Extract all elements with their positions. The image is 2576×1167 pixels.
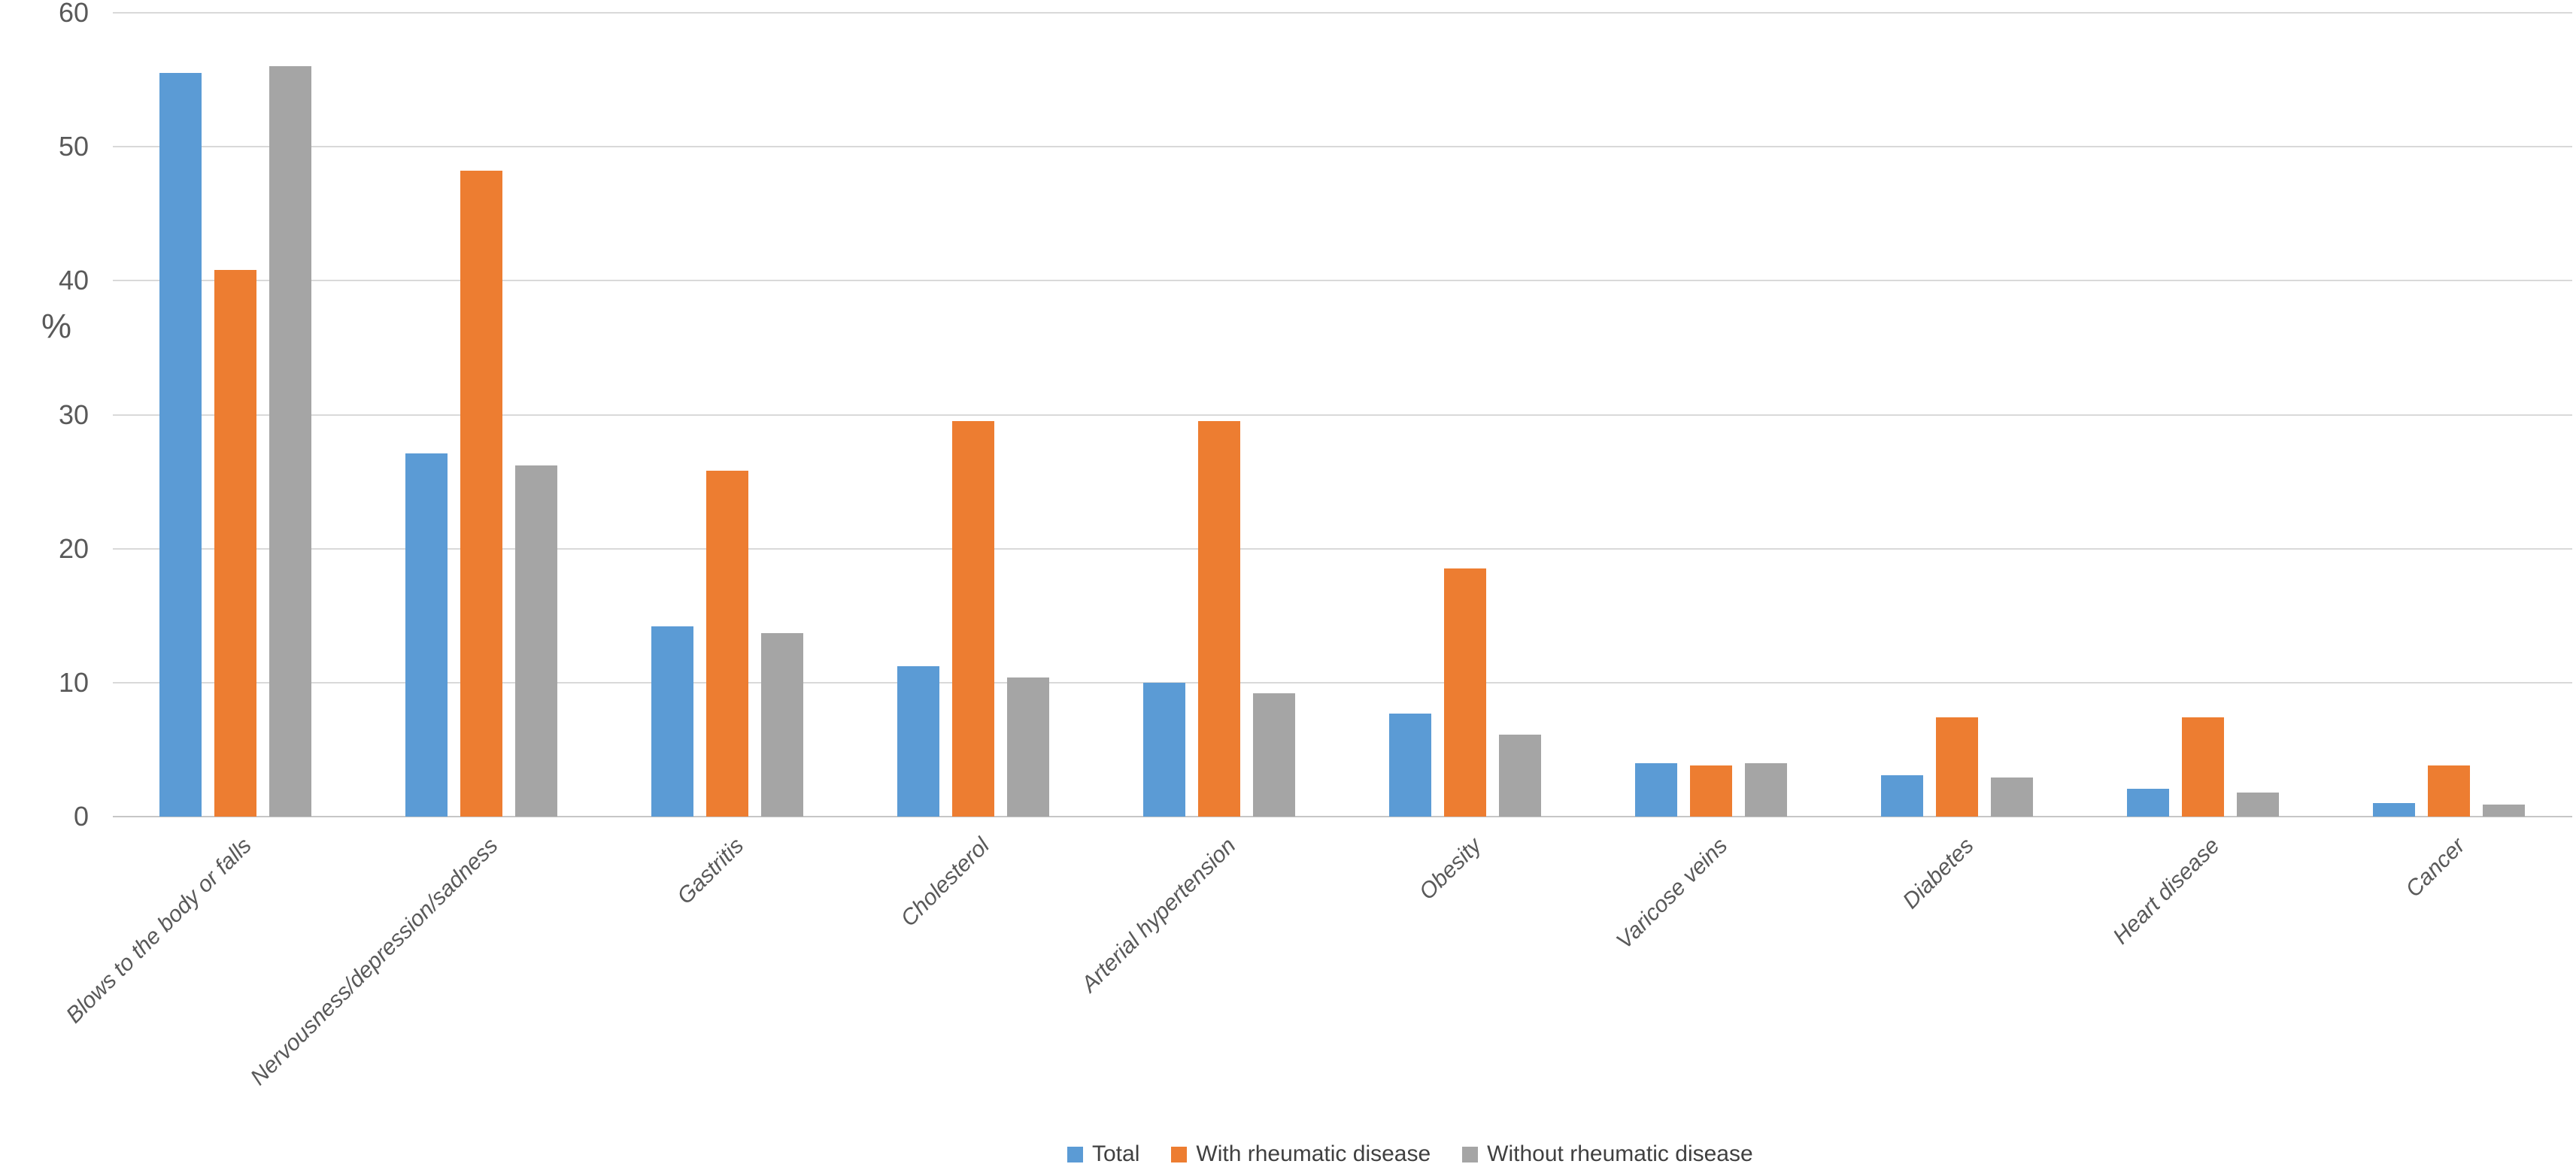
bar-total (159, 73, 202, 817)
legend-item: With rheumatic disease (1171, 1141, 1431, 1167)
bar-total (897, 666, 939, 817)
bar-total (1389, 714, 1431, 817)
bar-with-rheumatic-disease (952, 421, 994, 817)
bar-without-rheumatic-disease (515, 465, 557, 817)
gridline-50 (113, 146, 2572, 148)
bar-with-rheumatic-disease (1198, 421, 1240, 817)
bar-without-rheumatic-disease (761, 633, 803, 817)
bar-with-rheumatic-disease (1444, 568, 1486, 817)
bar-total (1635, 763, 1677, 817)
bar-total (405, 453, 448, 817)
gridline-10 (113, 681, 2572, 684)
x-axis-label: Nervousness/depression/sadness (245, 833, 503, 1090)
legend-item: Without rheumatic disease (1462, 1141, 1753, 1167)
y-tick-label: 30 (58, 399, 89, 430)
gridline-40 (113, 280, 2572, 282)
legend-swatch-icon (1067, 1146, 1083, 1162)
bar-with-rheumatic-disease (460, 171, 502, 817)
bar-without-rheumatic-disease (1499, 735, 1541, 817)
legend: Total With rheumatic disease Without rheum… (1067, 1141, 1753, 1167)
x-axis-label: Heart disease (2108, 833, 2225, 950)
y-tick-label: 0 (73, 801, 89, 832)
legend-item: Total (1067, 1141, 1139, 1167)
y-tick-label: 20 (58, 532, 89, 564)
x-axis-label: Arterial hypertension (1076, 833, 1241, 997)
bar-without-rheumatic-disease (2237, 793, 2279, 817)
y-tick-label: 50 (58, 131, 89, 162)
x-axis-label: Varicose veins (1611, 833, 1733, 954)
bar-without-rheumatic-disease (1991, 777, 2033, 817)
x-axis-label: Obesity (1415, 833, 1487, 905)
bar-with-rheumatic-disease (214, 270, 256, 817)
y-axis-title: % (41, 307, 72, 345)
bar-total (651, 626, 693, 817)
bar-without-rheumatic-disease (1007, 677, 1049, 817)
x-axis-label: Gastritis (672, 833, 749, 910)
bar-total (1143, 683, 1185, 817)
bar-without-rheumatic-disease (2483, 805, 2525, 817)
y-tick-label: 40 (58, 265, 89, 296)
bar-without-rheumatic-disease (1253, 693, 1295, 817)
bar-with-rheumatic-disease (1936, 717, 1978, 817)
y-tick-label: 60 (58, 0, 89, 28)
legend-swatch-icon (1462, 1146, 1479, 1162)
bar-with-rheumatic-disease (706, 471, 748, 817)
bar-without-rheumatic-disease (269, 66, 311, 817)
bar-total (2373, 803, 2415, 817)
x-axis-label: Blows to the body or falls (62, 833, 257, 1029)
legend-label: With rheumatic disease (1196, 1141, 1431, 1166)
bar-with-rheumatic-disease (2182, 717, 2224, 817)
gridline-60 (113, 12, 2572, 14)
gridline-30 (113, 414, 2572, 416)
legend-label: Total (1092, 1141, 1140, 1166)
bar-total (1881, 775, 1923, 817)
bar-with-rheumatic-disease (2428, 765, 2470, 817)
y-tick-label: 10 (58, 666, 89, 698)
x-axis-label: Diabetes (1898, 833, 1979, 914)
x-axis-label: Cancer (2401, 833, 2471, 902)
legend-swatch-icon (1171, 1146, 1188, 1162)
gridline-20 (113, 547, 2572, 550)
bar-without-rheumatic-disease (1745, 763, 1787, 817)
bar-with-rheumatic-disease (1690, 765, 1732, 817)
legend-label: Without rheumatic disease (1487, 1141, 1753, 1166)
x-axis-label: Cholesterol (896, 833, 995, 932)
bar-total (2127, 789, 2169, 817)
gridline-0 (113, 816, 2572, 817)
